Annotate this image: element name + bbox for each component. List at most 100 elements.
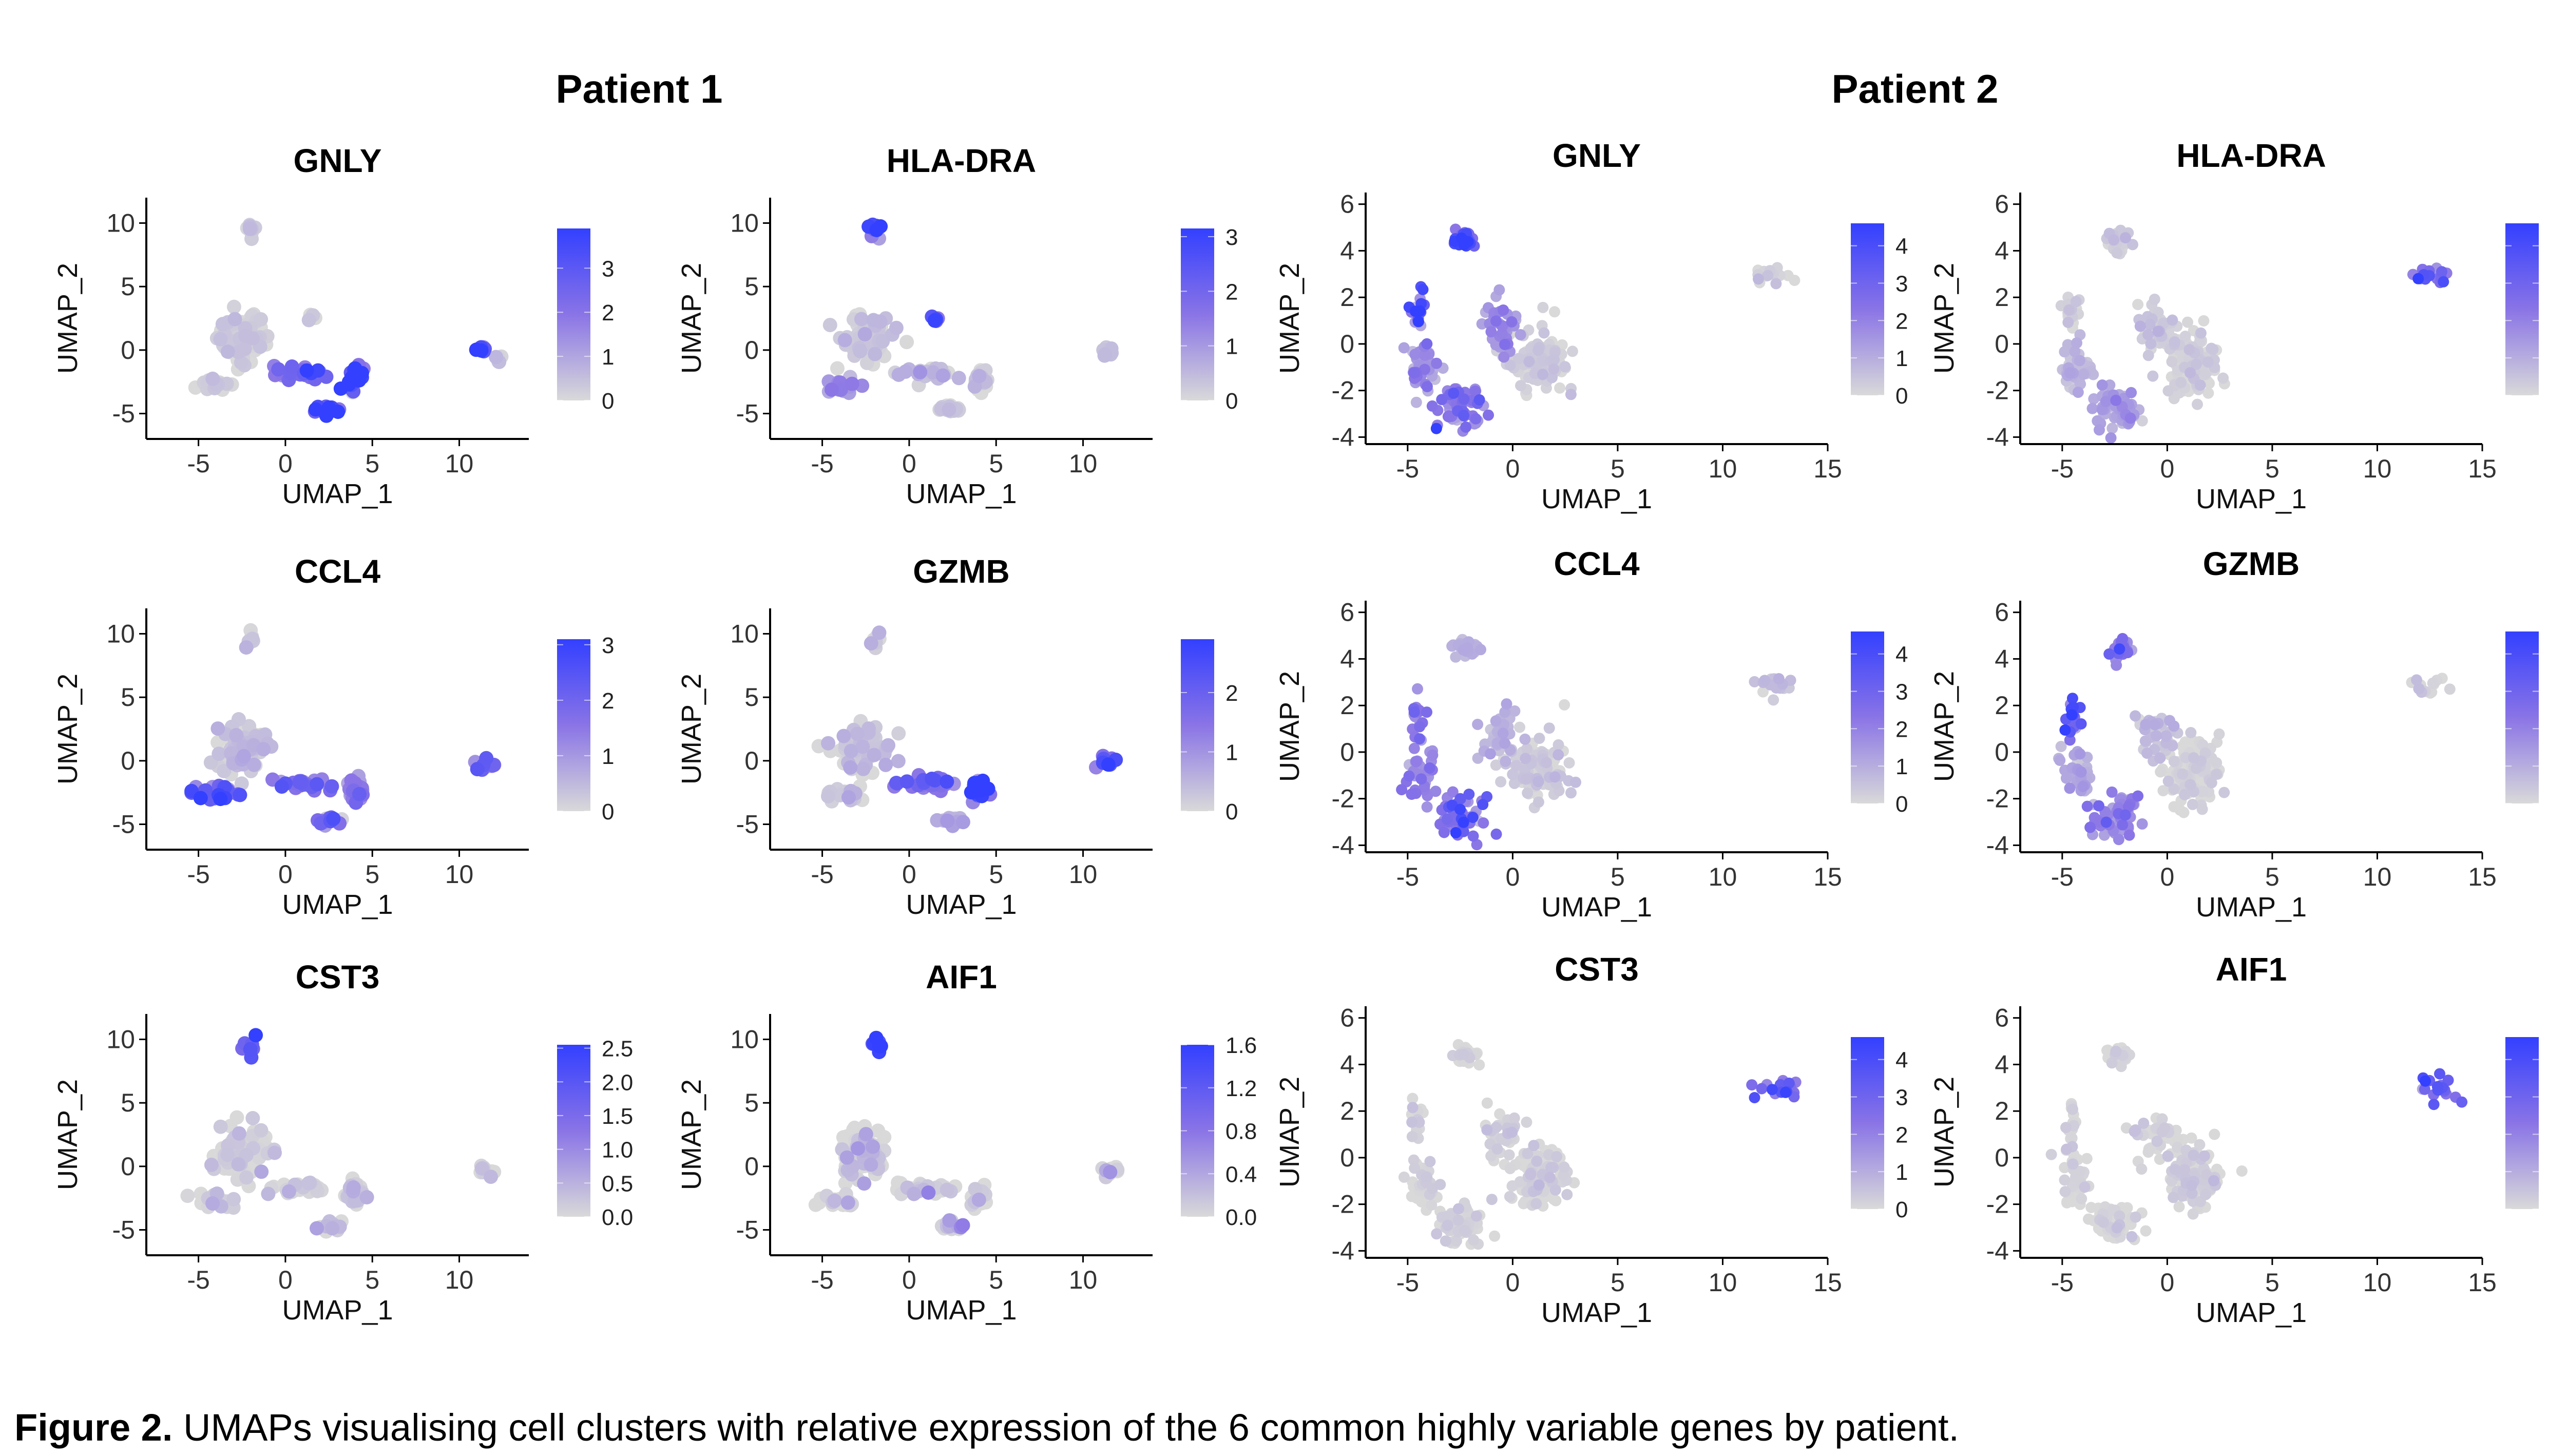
cell-point (2115, 1061, 2127, 1072)
cell-point (2136, 1163, 2148, 1175)
y-tick-label: -4 (1332, 1236, 1354, 1265)
cell-point (2098, 1216, 2109, 1228)
cell-point (1421, 1171, 1432, 1183)
gene-title: GNLY (1553, 137, 1641, 174)
cell-point (1531, 1155, 1543, 1167)
umap-plot: CCL4 -5 0 5 10 15 -4 -2 0 2 4 6 UMAP_1 UMAP_2 0 1 2 3 4 (1274, 545, 1908, 923)
cell-point (2166, 356, 2178, 368)
cell-point (867, 748, 882, 762)
umap-panel-patient2-ccl4: CCL4 -5 0 5 10 15 -4 -2 0 2 4 6 UMAP_1 UMAP_2 0 1 2 3 4 (1274, 537, 1918, 947)
colorbar (2505, 631, 2539, 803)
cell-point (1506, 1126, 1518, 1138)
cell-point (2066, 1132, 2078, 1144)
cell-point (1521, 1116, 1532, 1128)
cell-point (1475, 644, 1486, 656)
cell-point (2067, 1103, 2078, 1115)
cell-point (2059, 1174, 2071, 1186)
umap-panel-patient1-aif1: AIF1 -5 0 5 10 -5 0 5 10 UMAP_1 UMAP_2 0.0 0.4 0.8 1.2… (624, 945, 1266, 1355)
cell-point (2173, 1201, 2185, 1213)
cell-point (256, 742, 271, 757)
cell-point (2211, 769, 2223, 780)
umap-plot: HLA-DRA -5 0 5 10 15 -4 -2 0 2 4 6 UMAP_1 UMAP_2 (1929, 137, 2539, 514)
cell-point (1532, 796, 1544, 808)
cell-point (1537, 301, 1549, 313)
umap-panel-patient2-cst3: CST3 -5 0 5 10 15 -4 -2 0 2 4 6 UMAP_1 UMAP_2 0 1 2 3 4 (1274, 942, 1918, 1353)
cell-point (1417, 283, 1429, 295)
cell-point (858, 1127, 873, 1142)
cell-point (2140, 719, 2152, 731)
colorbar-tick-label: 2 (1895, 1122, 1908, 1147)
cell-point (1514, 721, 1525, 733)
cell-point (1458, 816, 1469, 828)
cell-point (1468, 1234, 1480, 1246)
cell-point (2436, 266, 2447, 278)
cell-point (1756, 1083, 1768, 1095)
cell-point (857, 1176, 872, 1191)
x-tick-label: 15 (2468, 1268, 2497, 1297)
cell-point (1768, 694, 1779, 706)
x-tick-label: -5 (2051, 863, 2074, 891)
cell-point (2070, 1171, 2081, 1183)
colorbar-tick-label: 3 (1895, 680, 1908, 705)
cell-point (2149, 293, 2160, 305)
cell-point (233, 788, 247, 802)
x-axis-label: UMAP_1 (282, 1295, 393, 1326)
cell-point (2188, 1150, 2199, 1161)
cell-point (321, 400, 336, 415)
cell-point (2187, 1208, 2199, 1220)
x-axis-label: UMAP_1 (1541, 484, 1652, 514)
cell-point (2202, 356, 2214, 368)
cell-point (220, 1147, 235, 1162)
cell-point (881, 738, 895, 753)
cell-point (889, 320, 904, 335)
cell-point (821, 736, 836, 751)
cell-point (2179, 1164, 2190, 1176)
cell-point (1548, 363, 1560, 375)
colorbar-tick-label: 3 (602, 633, 614, 658)
cell-point (2134, 320, 2146, 332)
cell-point (310, 777, 324, 792)
point-layer (188, 218, 509, 423)
cell-point (1469, 385, 1481, 397)
x-tick-label: -5 (811, 449, 833, 478)
cell-point (898, 364, 913, 379)
cell-point (1548, 354, 1560, 366)
colorbar-tick-label: 0.0 (1225, 1205, 1257, 1230)
cell-point (1442, 1219, 1453, 1231)
x-axis-label: UMAP_1 (906, 1295, 1017, 1326)
cell-point (1783, 1077, 1795, 1089)
cell-point (2123, 829, 2135, 841)
cell-point (301, 1176, 316, 1191)
cell-point (226, 1192, 241, 1206)
colorbar (2505, 1037, 2539, 1209)
cell-point (1538, 327, 1550, 339)
cell-point (2147, 370, 2159, 382)
cell-point (2434, 1068, 2445, 1080)
cell-point (830, 361, 845, 376)
x-tick-label: 5 (1611, 863, 1625, 891)
x-tick-label: -5 (2051, 1268, 2074, 1297)
cell-point (2064, 367, 2076, 379)
cell-point (1403, 770, 1415, 782)
cell-point (2142, 350, 2154, 361)
y-tick-label: 0 (1995, 330, 2009, 358)
umap-plot: HLA-DRA -5 0 5 10 -5 0 5 10 UMAP_1 UMAP_2 0 1 2 3 (676, 142, 1238, 509)
cell-point (2064, 734, 2076, 746)
cell-point (1454, 803, 1466, 815)
cell-point (2081, 800, 2093, 812)
cell-point (1473, 1059, 1485, 1071)
cell-point (2094, 424, 2105, 436)
colorbar-tick-label: 3 (1225, 225, 1238, 250)
cell-point (2059, 724, 2071, 736)
cell-point (1746, 1079, 1758, 1091)
cell-point (872, 1039, 887, 1053)
cell-point (2077, 781, 2089, 792)
x-axis-label: UMAP_1 (2196, 1297, 2307, 1328)
cell-point (971, 1192, 986, 1207)
gene-title: HLA-DRA (887, 142, 1037, 179)
cell-point (489, 350, 504, 365)
cell-point (1532, 776, 1544, 788)
cell-point (267, 1145, 282, 1160)
cell-point (1452, 1214, 1464, 1226)
cell-point (2169, 1164, 2181, 1175)
